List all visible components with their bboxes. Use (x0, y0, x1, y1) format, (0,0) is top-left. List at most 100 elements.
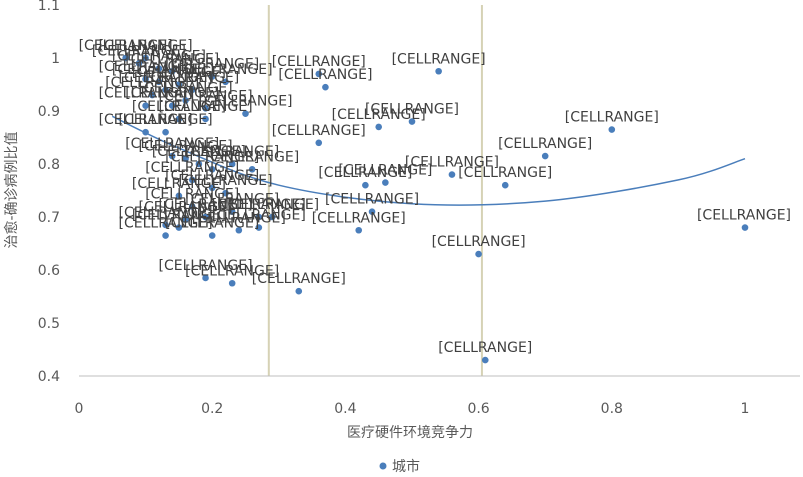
data-label: [CELLRANGE] (159, 258, 253, 274)
data-point (362, 181, 369, 189)
data-label: [CELLRANGE] (145, 186, 239, 202)
y-tick-label: 0.9 (38, 104, 60, 120)
data-point (188, 176, 196, 184)
data-label: [CELLRANGE] (165, 149, 259, 165)
data-point (135, 60, 143, 67)
data-point (202, 115, 209, 123)
data-point (175, 115, 183, 123)
data-label: [CELLRANGE] (392, 51, 486, 67)
data-label: [CELLRANGE] (165, 168, 259, 184)
x-tick-label: 0.4 (334, 401, 356, 417)
data-label: [CELLRANGE] (79, 38, 173, 54)
data-point (168, 67, 176, 75)
data-point (142, 102, 149, 109)
data-labels: [CELLRANGE][CELLRANGE][CELLRANGE][CELLRA… (79, 38, 791, 356)
data-label: [CELLRANGE] (365, 102, 459, 118)
data-point (541, 152, 549, 160)
data-point (202, 213, 209, 221)
y-tick-label: 0.5 (38, 316, 60, 332)
data-label: [CELLRANGE] (205, 149, 299, 165)
data-label: [CELLRANGE] (139, 200, 233, 216)
legend: 城市 (379, 458, 420, 475)
data-point (355, 226, 363, 234)
data-label: [CELLRANGE] (565, 110, 659, 126)
data-label: [CELLRANGE] (332, 107, 426, 123)
data-label: [CELLRANGE] (338, 163, 432, 179)
data-label: [CELLRANGE] (165, 216, 259, 232)
data-point (481, 356, 489, 364)
x-tick-label: 0 (75, 401, 84, 417)
data-label: [CELLRANGE] (125, 136, 219, 152)
data-point (168, 152, 176, 160)
data-label: [CELLRANGE] (145, 160, 239, 176)
y-tick-label: 1 (51, 51, 60, 67)
data-label: [CELLRANGE] (152, 144, 246, 160)
data-label: [CELLRANGE] (405, 155, 499, 171)
data-label: [CELLRANGE] (132, 208, 226, 224)
data-point (155, 78, 163, 86)
trendline (111, 115, 746, 206)
data-point (375, 123, 383, 131)
y-tick-labels: 0.4 0.5 0.6 0.7 0.8 0.9 1 1.1 (38, 0, 60, 385)
x-tick-labels: 0 0.2 0.4 0.6 0.8 1 (75, 401, 750, 417)
data-point (228, 208, 236, 215)
data-point (315, 139, 323, 147)
data-label: [CELLRANGE] (105, 75, 199, 91)
data-point (295, 287, 303, 295)
data-label: [CELLRANGE] (99, 86, 193, 102)
data-label: [CELLRANGE] (272, 123, 366, 139)
data-label: [CELLRANGE] (112, 49, 206, 65)
data-point (228, 160, 236, 168)
data-label: [CELLRANGE] (252, 271, 346, 287)
data-point (435, 67, 442, 75)
data-point (208, 184, 216, 192)
data-point (608, 126, 616, 133)
data-label: [CELLRANGE] (132, 176, 226, 192)
x-tick-label: 1 (741, 401, 750, 417)
data-label: [CELLRANGE] (178, 62, 272, 78)
data-point (315, 70, 323, 78)
data-point (202, 274, 209, 282)
data-label: [CELLRANGE] (185, 192, 279, 208)
data-label: [CELLRANGE] (132, 65, 226, 81)
data-label: [CELLRANGE] (145, 70, 239, 86)
data-point (175, 224, 183, 231)
data-label: [CELLRANGE] (198, 94, 292, 110)
data-label: [CELLRANGE] (119, 70, 213, 86)
data-label: [CELLRANGE] (438, 340, 532, 356)
data-point (448, 171, 456, 178)
data-label: [CELLRANGE] (119, 112, 213, 128)
data-label: [CELLRANGE] (159, 99, 253, 115)
data-point (242, 110, 249, 117)
data-point (255, 213, 263, 221)
data-label: [CELLRANGE] (119, 216, 213, 232)
data-point (182, 216, 189, 223)
x-tick-label: 0.6 (467, 401, 489, 417)
y-tick-label: 0.7 (38, 210, 60, 226)
data-point (175, 81, 183, 88)
data-point (175, 192, 183, 200)
legend-label: 城市 (392, 458, 420, 475)
data-point (202, 105, 209, 112)
data-label: [CELLRANGE] (458, 165, 552, 181)
data-point (208, 232, 216, 239)
data-point (188, 203, 196, 210)
data-point (208, 166, 216, 173)
x-tick-label: 0.8 (601, 401, 623, 417)
data-label: [CELLRANGE] (212, 208, 306, 224)
data-label: [CELLRANGE] (278, 67, 372, 83)
data-label: [CELLRANGE] (697, 208, 791, 224)
x-axis-title: 医疗硬件环境竞争力 (347, 424, 473, 441)
data-label: [CELLRANGE] (99, 59, 193, 75)
data-point (142, 128, 149, 136)
y-tick-label: 0.6 (38, 263, 60, 279)
y-axis-title: 治愈-确诊病例比值 (4, 131, 20, 248)
data-label: [CELLRANGE] (139, 80, 233, 96)
data-point (182, 155, 189, 162)
data-label: [CELLRANGE] (225, 197, 319, 213)
data-point (222, 78, 229, 86)
data-label: [CELLRANGE] (159, 88, 253, 104)
data-label: [CELLRANGE] (185, 263, 279, 279)
data-point (162, 128, 169, 136)
data-point (382, 179, 389, 186)
